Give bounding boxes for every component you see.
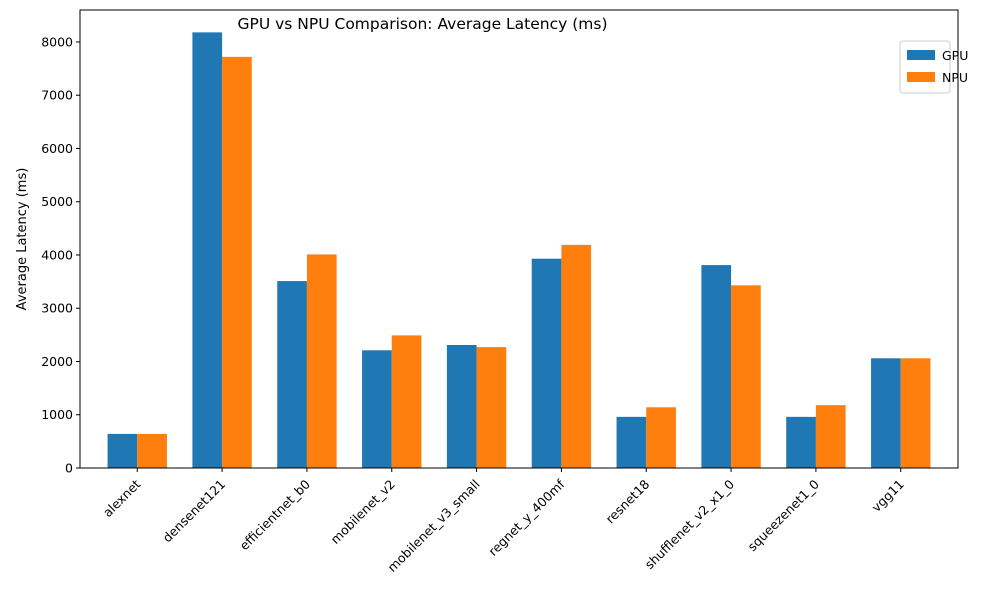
y-tick-label: 8000	[41, 34, 73, 49]
y-tick-label: 1000	[41, 407, 73, 422]
y-tick-label: 4000	[41, 247, 73, 262]
legend-label-gpu: GPU	[942, 48, 968, 63]
bar-npu-squeezenet1_0	[815, 405, 846, 468]
x-axis: alexnet densenet121 efficientnet_b0 mobilen…	[100, 468, 907, 575]
bar-npu-resnet18	[646, 407, 676, 468]
bar-gpu-mobilenet_v3_small	[446, 344, 477, 468]
x-tick-label: alexnet	[100, 476, 144, 520]
y-axis-title: Average Latency (ms)	[15, 168, 30, 311]
bar-gpu-squeezenet1_0	[786, 416, 816, 468]
bar-gpu-mobilenet_v2	[362, 350, 392, 468]
y-tick-label: 0	[65, 461, 73, 476]
bar-npu-regnet_y_400mf	[561, 244, 592, 468]
y-tick-label: 2000	[41, 354, 73, 369]
bar-npu-efficientnet_b0	[306, 254, 337, 468]
bar-npu-mobilenet_v2	[391, 335, 422, 468]
x-tick-label: densenet121	[160, 477, 229, 546]
bar-gpu-resnet18	[616, 416, 647, 468]
legend: GPU NPU	[899, 40, 968, 94]
bar-npu-vgg11	[900, 358, 931, 468]
x-tick-label: shufflenet_v2_x1_0	[642, 476, 738, 572]
y-tick-label: 6000	[41, 141, 73, 156]
chart-title: GPU vs NPU Comparison: Average Latency (…	[237, 15, 607, 33]
bar-gpu-vgg11	[871, 358, 901, 468]
bar-gpu-alexnet	[107, 433, 138, 468]
y-tick-label: 5000	[41, 194, 73, 209]
x-tick-label: mobilenet_v2	[328, 477, 398, 547]
x-tick-label: vgg11	[869, 477, 907, 515]
y-tick-label: 3000	[41, 301, 73, 316]
bar-gpu-densenet121	[192, 32, 223, 469]
plot-bars	[107, 32, 931, 469]
legend-swatch-gpu	[907, 50, 935, 60]
bar-npu-shufflenet_v2_x1_0	[731, 285, 761, 468]
x-tick-label: efficientnet_b0	[236, 476, 313, 553]
y-axis: 0 1000 2000 3000 4000 5000 6000 7000 8000	[41, 34, 80, 476]
x-tick-label: mobilenet_v3_small	[384, 477, 482, 575]
bar-npu-densenet121	[222, 56, 252, 469]
legend-label-npu: NPU	[942, 70, 968, 85]
x-tick-label: resnet18	[603, 476, 653, 526]
plot-frame	[79, 9, 959, 469]
x-tick-label: squeezenet1_0	[744, 476, 822, 554]
bar-gpu-shufflenet_v2_x1_0	[701, 265, 732, 468]
bar-npu-mobilenet_v3_small	[476, 347, 507, 468]
legend-swatch-npu	[907, 72, 935, 82]
y-tick-label: 7000	[41, 88, 73, 103]
bar-npu-alexnet	[137, 433, 167, 468]
x-tick-label: regnet_y_400mf	[485, 476, 568, 559]
bar-gpu-efficientnet_b0	[277, 281, 307, 468]
bar-gpu-regnet_y_400mf	[531, 258, 562, 468]
